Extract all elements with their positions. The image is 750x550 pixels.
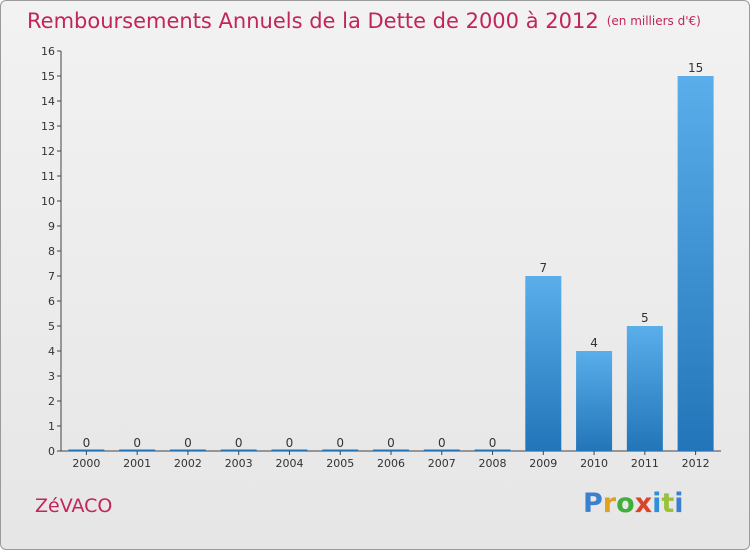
- data-label: 0: [133, 436, 141, 450]
- y-tick-label: 9: [48, 220, 55, 233]
- data-label: 0: [336, 436, 344, 450]
- x-tick-label: 2006: [377, 457, 405, 470]
- bar: [68, 449, 105, 451]
- logo-letter: o: [616, 488, 635, 519]
- bar: [626, 326, 663, 451]
- logo-letter: r: [602, 488, 617, 519]
- x-tick-label: 2010: [580, 457, 608, 470]
- chart-subtitle: (en milliers d'€): [606, 14, 701, 28]
- bar: [220, 449, 257, 451]
- y-tick-label: 4: [48, 345, 55, 358]
- y-tick-label: 14: [41, 95, 55, 108]
- y-tick-label: 10: [41, 195, 55, 208]
- x-tick-label: 2004: [275, 457, 303, 470]
- data-label: 0: [83, 436, 91, 450]
- bar: [322, 449, 359, 451]
- x-tick-label: 2011: [631, 457, 659, 470]
- data-label: 0: [235, 436, 243, 450]
- chart-title: Remboursements Annuels de la Dette de 20…: [27, 9, 701, 33]
- logo-letter: t: [661, 488, 675, 519]
- labels: 0 0 0 0 0 0 0 0 0 7 4 5 15: [83, 61, 704, 450]
- y-tick-label: 8: [48, 245, 55, 258]
- x-tick-label: 2003: [225, 457, 253, 470]
- commune-name: ZéVACO: [35, 495, 113, 517]
- data-label: 0: [489, 436, 497, 450]
- bar: [576, 351, 613, 451]
- proxiti-logo: Proxiti: [583, 488, 684, 519]
- bar: [169, 449, 206, 451]
- bar: [373, 449, 409, 451]
- x-tick-label: 2005: [326, 457, 354, 470]
- logo-letter: P: [583, 488, 603, 519]
- bar: [119, 449, 156, 451]
- y-tick-label: 16: [41, 45, 55, 58]
- y-tick-label: 0: [48, 445, 55, 458]
- bars: [68, 76, 714, 451]
- bar: [423, 449, 460, 451]
- logo-letter: x: [634, 488, 653, 519]
- data-label: 5: [641, 311, 649, 325]
- x-tick-label: 2012: [682, 457, 710, 470]
- y-tick-label: 5: [48, 320, 55, 333]
- x-tick-label: 2000: [72, 457, 100, 470]
- x-tick-label: 2008: [479, 457, 507, 470]
- data-label: 7: [539, 261, 547, 275]
- title-text: Remboursements Annuels de la Dette de 20…: [27, 9, 599, 33]
- data-label: 0: [184, 436, 192, 450]
- y-tick-label: 6: [48, 295, 55, 308]
- data-label: 4: [590, 336, 598, 350]
- bar: [677, 76, 714, 451]
- x-tick-label: 2002: [174, 457, 202, 470]
- y-tick-label: 7: [48, 270, 55, 283]
- bar: [525, 276, 562, 451]
- data-label: 0: [387, 436, 395, 450]
- data-label: 0: [438, 436, 446, 450]
- data-label: 0: [286, 436, 294, 450]
- y-tick-label: 13: [41, 120, 55, 133]
- y-tick-label: 12: [41, 145, 55, 158]
- x-tick-label: 2007: [428, 457, 456, 470]
- logo-letter: i: [652, 488, 662, 519]
- x-tick-label: 2001: [123, 457, 151, 470]
- y-tick-label: 2: [48, 395, 55, 408]
- bar: [271, 449, 308, 451]
- y-tick-label: 3: [48, 370, 55, 383]
- data-label: 15: [688, 61, 703, 75]
- logo-letter: i: [674, 488, 684, 519]
- y-tick-label: 1: [48, 420, 55, 433]
- bar: [474, 449, 511, 451]
- x-tick-label: 2009: [529, 457, 557, 470]
- y-tick-label: 11: [41, 170, 55, 183]
- y-tick-label: 15: [41, 70, 55, 83]
